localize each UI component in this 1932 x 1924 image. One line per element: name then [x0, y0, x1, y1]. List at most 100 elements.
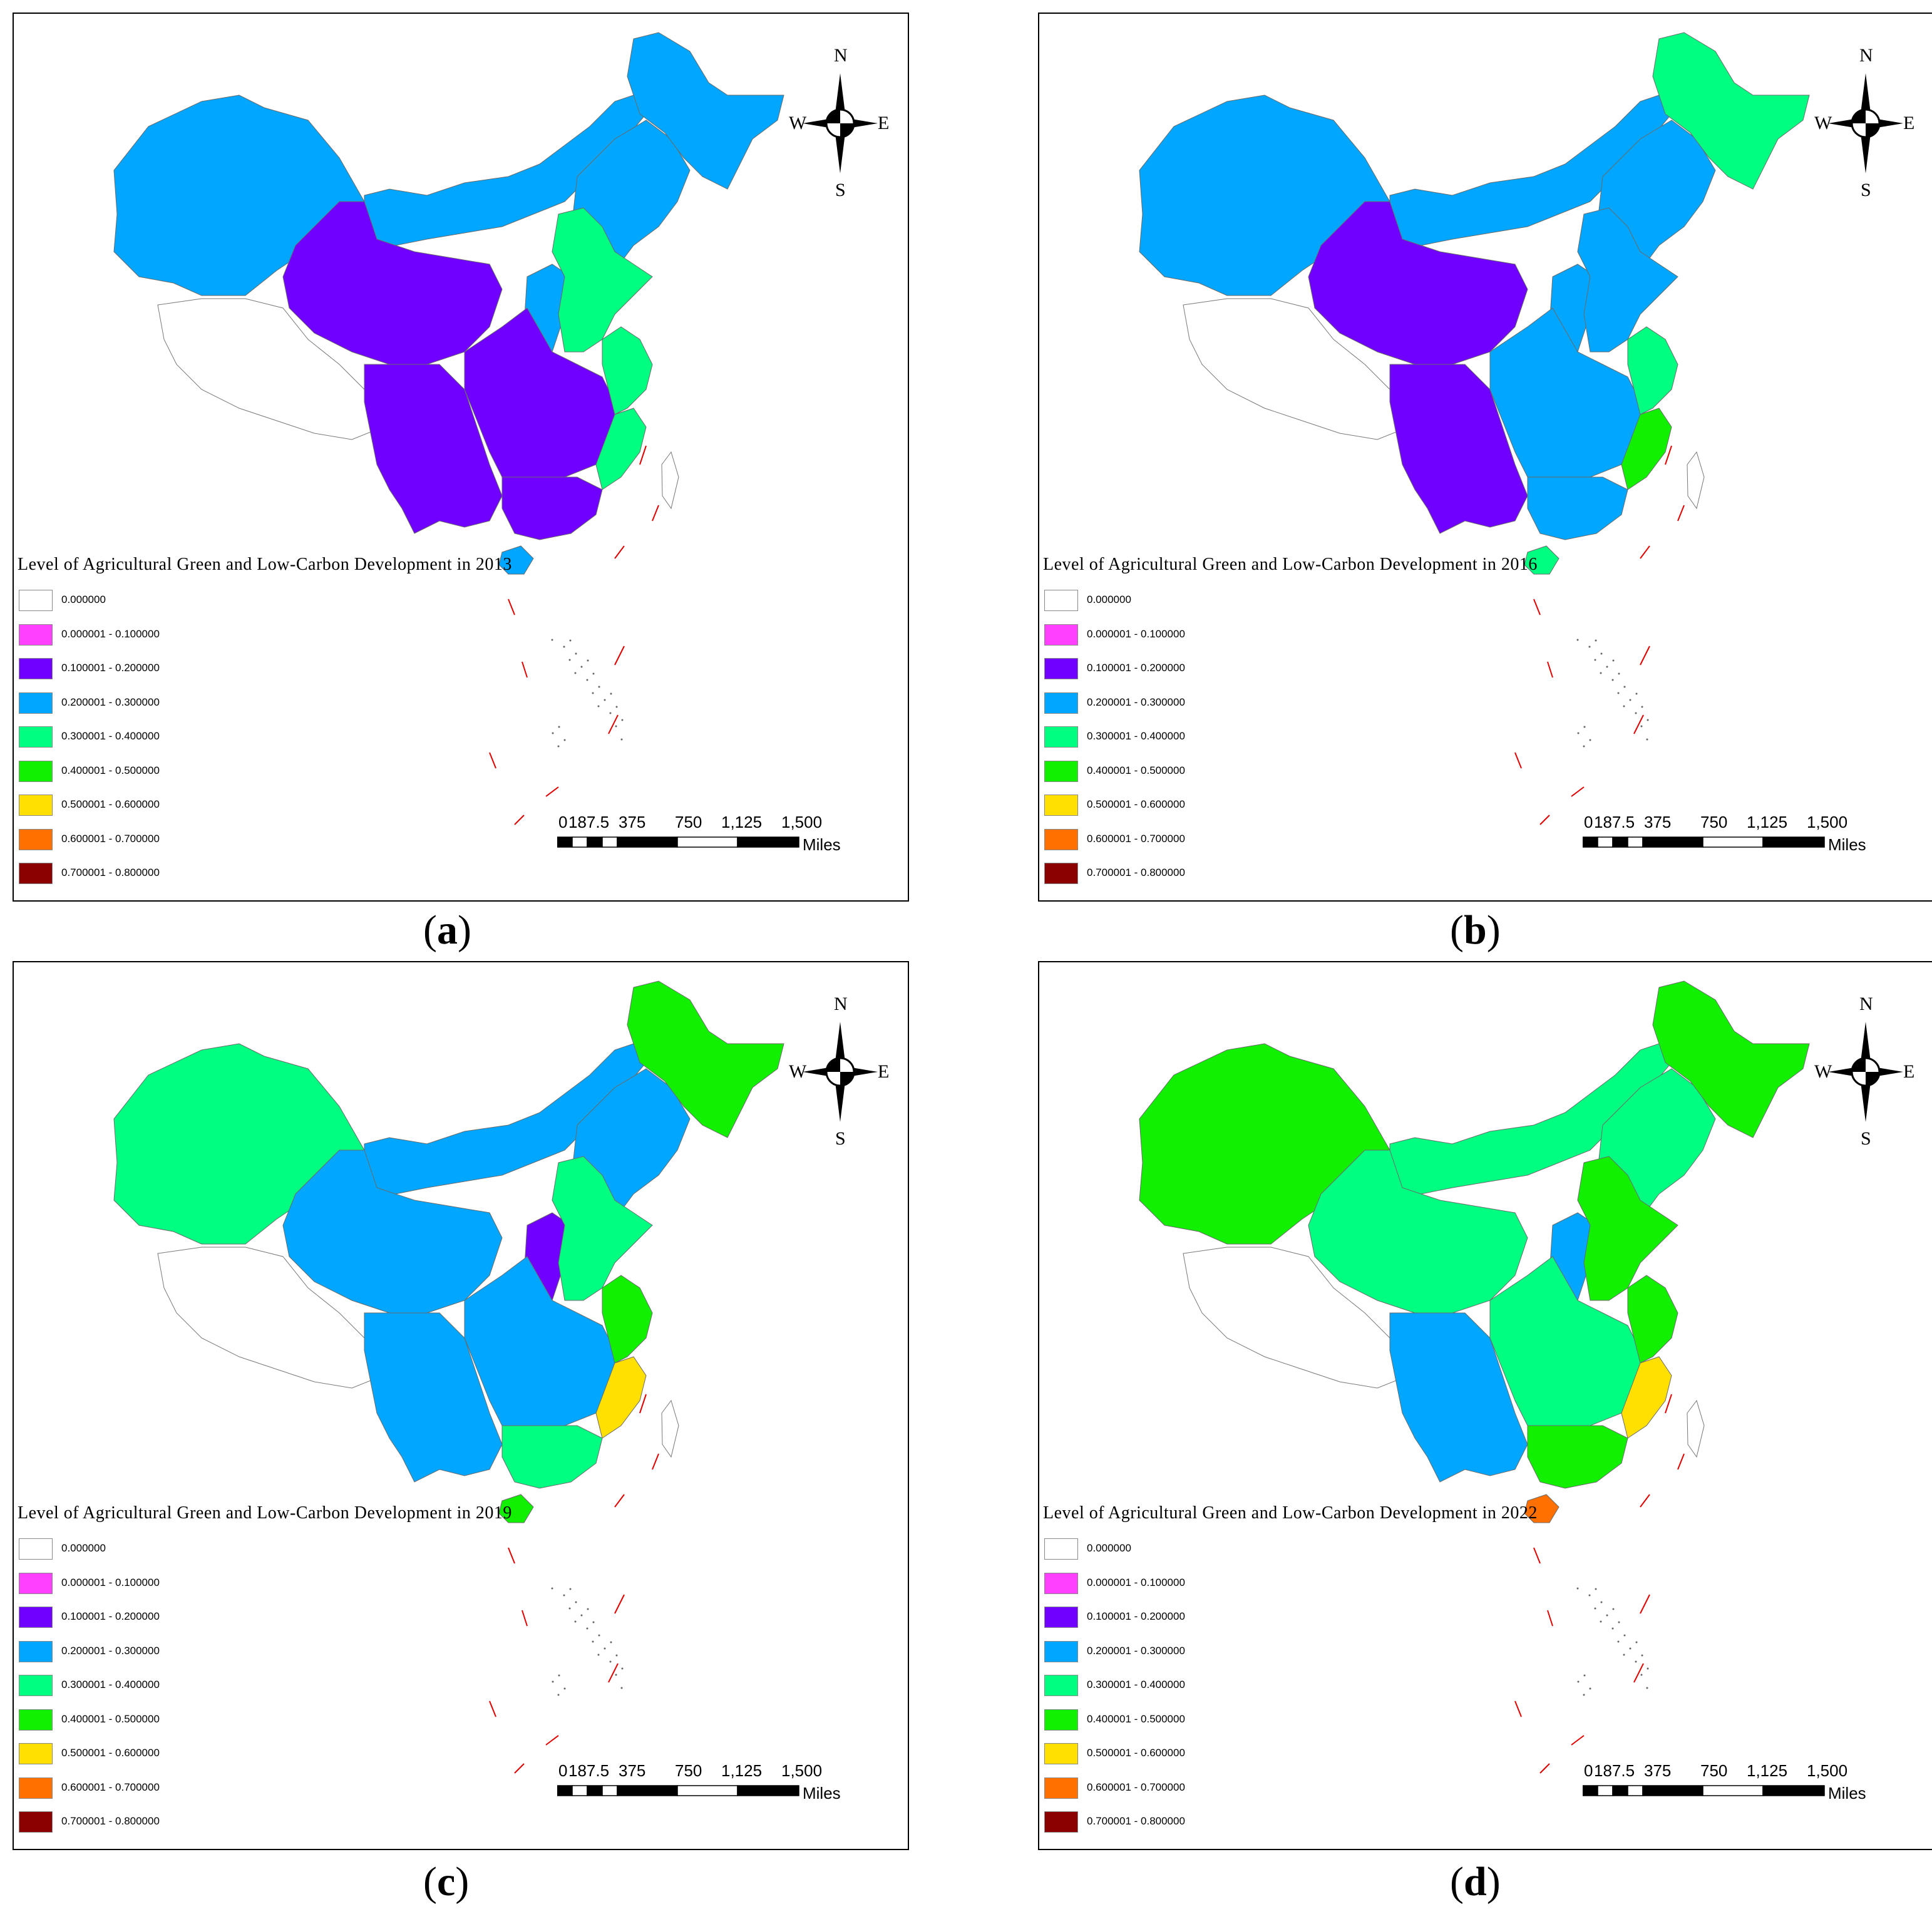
island-dot [587, 1608, 589, 1610]
island-dot [1583, 745, 1585, 748]
legend-label: 0.400001 - 0.500000 [1087, 764, 1185, 776]
legend-label: 0.400001 - 0.500000 [61, 1712, 160, 1725]
compass-w-label: W [789, 113, 807, 133]
island-dot [1629, 699, 1631, 701]
scale-tick-label: 187.5 [568, 813, 610, 831]
island-dot [621, 719, 624, 721]
region-southwest [1389, 1312, 1528, 1483]
island-dot [1623, 705, 1625, 707]
scale-bar-graphic [1583, 1785, 1825, 1796]
boundary-dash [522, 1610, 528, 1627]
region-fujian [1621, 1356, 1672, 1439]
legend-swatch [19, 1709, 53, 1731]
island-dot [1589, 739, 1591, 741]
region-fujian [595, 408, 647, 490]
legend-item: 0.200001 - 0.300000 [1044, 1640, 1295, 1664]
scale-tick-label: 375 [1644, 1761, 1672, 1780]
compass-s-label: S [1861, 1128, 1871, 1149]
legend-label: 0.000001 - 0.100000 [61, 627, 160, 640]
legend-label: 0.600001 - 0.700000 [61, 1781, 160, 1793]
region-hainan [498, 545, 534, 575]
legend-swatch [1044, 1709, 1078, 1731]
compass-w-label: W [789, 1061, 807, 1082]
legend-swatch [1044, 726, 1078, 748]
legend-swatch [19, 1675, 53, 1696]
compass-w-label: W [1814, 1061, 1832, 1082]
boundary-dash [652, 505, 659, 522]
boundary-dash [614, 646, 625, 666]
boundary-dash [1539, 815, 1550, 825]
region-southwest [364, 364, 503, 534]
island-dot [575, 652, 577, 655]
island-dot [568, 1607, 571, 1610]
island-dot [563, 739, 566, 741]
island-dot [1640, 725, 1643, 728]
boundary-dash [1677, 1453, 1685, 1470]
legend-item: 0.500001 - 0.600000 [1044, 1743, 1295, 1766]
boundary-dash [1665, 445, 1672, 465]
region-hainan [498, 1494, 534, 1523]
island-dot [575, 1601, 577, 1603]
region-hainan [1524, 545, 1559, 575]
legend-item: 0.000000 [1044, 590, 1295, 612]
scale-tick-label: 1,500 [781, 1761, 823, 1780]
legend-swatch [1044, 1538, 1078, 1560]
legend-item: 0.500001 - 0.600000 [19, 1743, 269, 1766]
compass-s-label: S [835, 1128, 846, 1149]
scale-tick-label: 0 [558, 813, 568, 831]
region-north-china [1577, 1156, 1678, 1301]
legend-swatch [1044, 1572, 1078, 1594]
region-fujian [595, 1356, 647, 1439]
boundary-dash [1633, 714, 1644, 734]
legend-item: 0.700001 - 0.800000 [1044, 1811, 1295, 1834]
island-dot [1635, 1641, 1638, 1644]
island-dot [1600, 652, 1603, 655]
map-panel-d: Level of Agricultural Green and Low-Carb… [1038, 961, 1932, 1850]
legend-label: 0.200001 - 0.300000 [61, 696, 160, 708]
legend-swatch [19, 658, 53, 679]
legend-swatch [19, 624, 53, 646]
scale-bar-graphic [557, 1785, 799, 1796]
scale-unit: Miles [1828, 835, 1866, 854]
legend-item: 0.200001 - 0.300000 [19, 1640, 269, 1664]
island-dot [592, 1640, 594, 1643]
legend-label: 0.300001 - 0.400000 [61, 1679, 160, 1690]
region-east-coast [602, 326, 653, 415]
legend-label: 0.500001 - 0.600000 [1087, 1747, 1185, 1759]
island-dot [1646, 1687, 1648, 1689]
island-dot [592, 692, 594, 694]
legend-item: 0.100001 - 0.200000 [1044, 1607, 1295, 1629]
compass-e-label: E [1903, 113, 1915, 133]
legend-label: 0.300001 - 0.400000 [1087, 1679, 1185, 1690]
legend-swatch [19, 590, 53, 611]
boundary-dash [614, 545, 625, 559]
scale-tick-label: 187.5 [1594, 1761, 1635, 1780]
scale-tick-label: 187.5 [568, 1761, 610, 1780]
legend-label: 0.100001 - 0.200000 [61, 1610, 160, 1622]
panel-caption: (d) [1450, 1859, 1501, 1905]
boundary-dash [1514, 752, 1522, 769]
boundary-dash [1547, 661, 1553, 678]
island-dot [597, 705, 600, 707]
scale-unit: Miles [1828, 1784, 1866, 1803]
island-dot [1611, 679, 1614, 681]
scale-tick-label: 750 [675, 1761, 702, 1780]
boundary-dash [1514, 1700, 1522, 1717]
boundary-dash [608, 714, 619, 734]
legend-item: 0.100001 - 0.200000 [19, 1607, 269, 1629]
boundary-dash [1571, 786, 1585, 797]
island-dot [1612, 1608, 1615, 1610]
island-dot [1640, 1674, 1643, 1676]
scale-tick-label: 375 [619, 813, 646, 831]
island-dot [1583, 726, 1586, 728]
region-east-coast [602, 1275, 653, 1364]
scale-tick-label: 187.5 [1594, 813, 1635, 831]
legend-swatch [1044, 1640, 1078, 1662]
island-dot [557, 1694, 560, 1696]
scale-tick-label: 375 [619, 1761, 646, 1780]
scale-tick-label: 1,500 [781, 813, 823, 831]
legend-item: 0.300001 - 0.400000 [19, 726, 269, 749]
legend-item: 0.000001 - 0.100000 [19, 1572, 269, 1595]
legend-item: 0.500001 - 0.600000 [1044, 795, 1295, 817]
legend-item: 0.400001 - 0.500000 [19, 760, 269, 783]
